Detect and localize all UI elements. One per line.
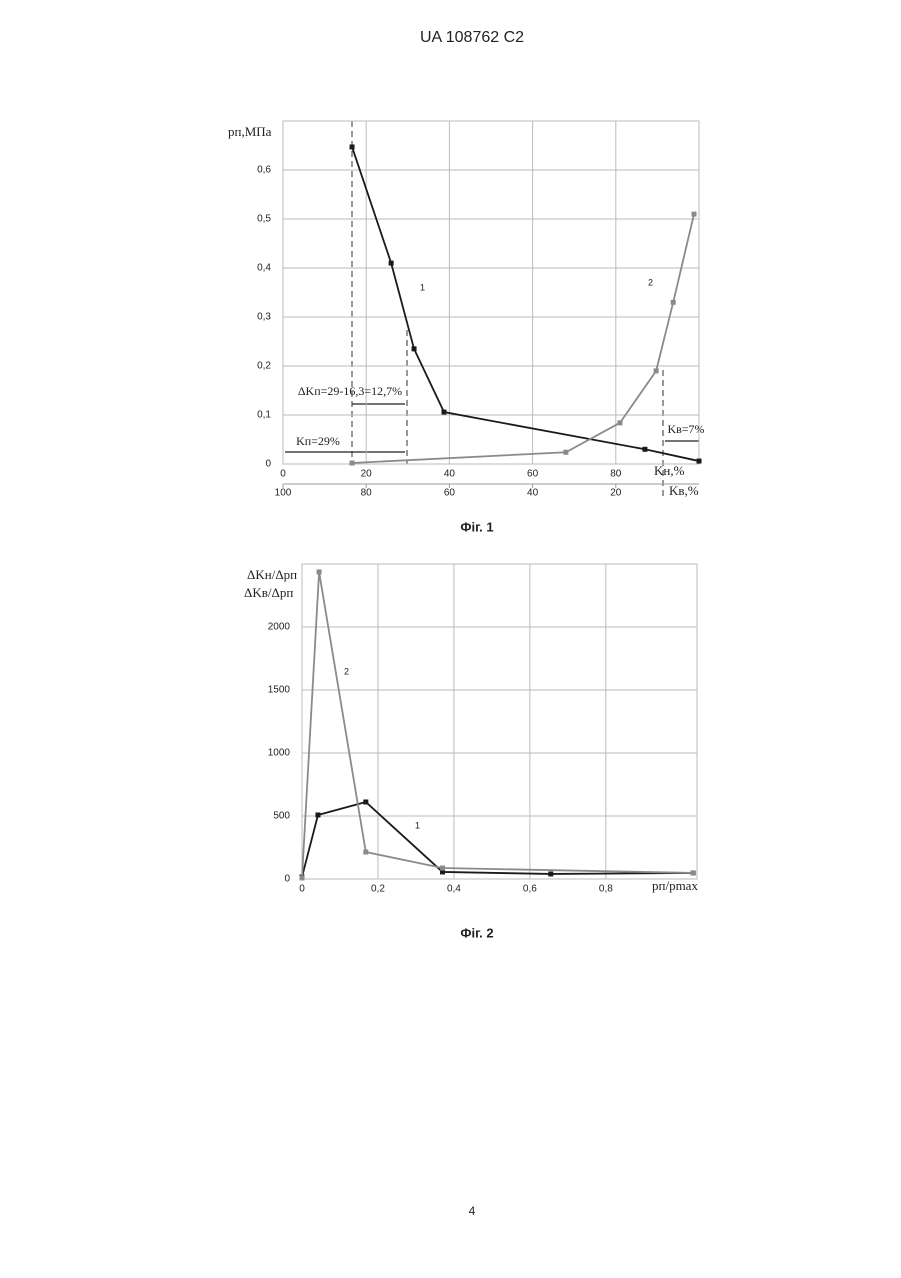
x-tick-label: 0,2 — [371, 884, 385, 895]
series-line — [352, 147, 699, 461]
data-point — [440, 866, 445, 871]
y-axis-label: ΔKн/Δpп — [247, 567, 297, 582]
data-point — [350, 461, 355, 466]
y-axis-label: ΔKв/Δpп — [244, 585, 293, 600]
curve-label: 2 — [344, 666, 349, 676]
data-point — [691, 870, 696, 875]
series-line — [302, 572, 693, 878]
data-point — [412, 346, 417, 351]
x-tick-label: 40 — [444, 469, 456, 480]
curve-label: 1 — [415, 820, 420, 830]
data-point — [642, 447, 647, 452]
header: UA 108762 C2 — [420, 29, 524, 46]
y-tick-label: 0,1 — [257, 410, 271, 421]
y-tick-label: 0,2 — [257, 361, 271, 372]
series-line — [352, 214, 694, 463]
plot-frame — [283, 121, 699, 464]
x-tick-label: 60 — [527, 469, 539, 480]
y-tick-label: 0 — [265, 459, 271, 470]
x-tick-label: 0,8 — [599, 884, 613, 895]
page: UA 108762 C2 4 00,10,20,30,40,50,6020406… — [0, 0, 901, 1273]
data-point — [363, 850, 368, 855]
x2-tick-label: 60 — [444, 488, 456, 499]
data-point — [563, 450, 568, 455]
x-axis-label: Kн,% — [654, 463, 685, 478]
data-point — [548, 871, 553, 876]
x-tick-label: 20 — [361, 469, 373, 480]
page-number: 4 — [469, 1204, 476, 1218]
data-point — [654, 368, 659, 373]
figure-caption: Фіг. 2 — [460, 925, 493, 940]
curve-label: 2 — [648, 277, 653, 287]
y-tick-label: 1000 — [268, 748, 291, 759]
x-tick-label: 0,4 — [447, 884, 461, 895]
y-tick-label: 0 — [284, 874, 290, 885]
y-tick-label: 0,3 — [257, 312, 271, 323]
data-point — [315, 812, 320, 817]
annotation: Kв=7% — [667, 422, 704, 436]
data-point — [671, 300, 676, 305]
data-point — [441, 410, 446, 415]
y-tick-label: 0,4 — [257, 263, 271, 274]
x-axis-label: pп/pmax — [652, 878, 698, 893]
x-tick-label: 0,6 — [523, 884, 537, 895]
y-tick-label: 2000 — [268, 622, 291, 633]
series-line — [302, 802, 693, 877]
x2-axis-label: Kв,% — [669, 483, 699, 498]
x2-tick-label: 20 — [610, 488, 622, 499]
annotation: Kп=29% — [296, 434, 340, 448]
data-point — [692, 212, 697, 217]
y-axis-label: pп,МПа — [228, 124, 272, 139]
annotation: ΔKп=29-16,3=12,7% — [298, 384, 402, 398]
x-tick-label: 0 — [299, 884, 305, 895]
x2-tick-label: 80 — [361, 488, 373, 499]
x-tick-label: 80 — [610, 469, 622, 480]
x2-tick-label: 100 — [275, 488, 292, 499]
plot-frame — [302, 564, 697, 879]
y-tick-label: 1500 — [268, 685, 291, 696]
data-point — [389, 261, 394, 266]
data-point — [363, 800, 368, 805]
y-tick-label: 0,6 — [257, 165, 271, 176]
data-point — [300, 875, 305, 880]
figure-caption: Фіг. 1 — [460, 519, 493, 534]
y-tick-label: 0,5 — [257, 214, 271, 225]
x2-tick-label: 40 — [527, 488, 539, 499]
data-point — [617, 420, 622, 425]
x-tick-label: 0 — [280, 469, 286, 480]
curve-label: 1 — [420, 282, 425, 292]
y-tick-label: 500 — [273, 811, 290, 822]
data-point — [350, 144, 355, 149]
arrows — [285, 404, 699, 452]
data-point — [317, 569, 322, 574]
data-point — [697, 459, 702, 464]
